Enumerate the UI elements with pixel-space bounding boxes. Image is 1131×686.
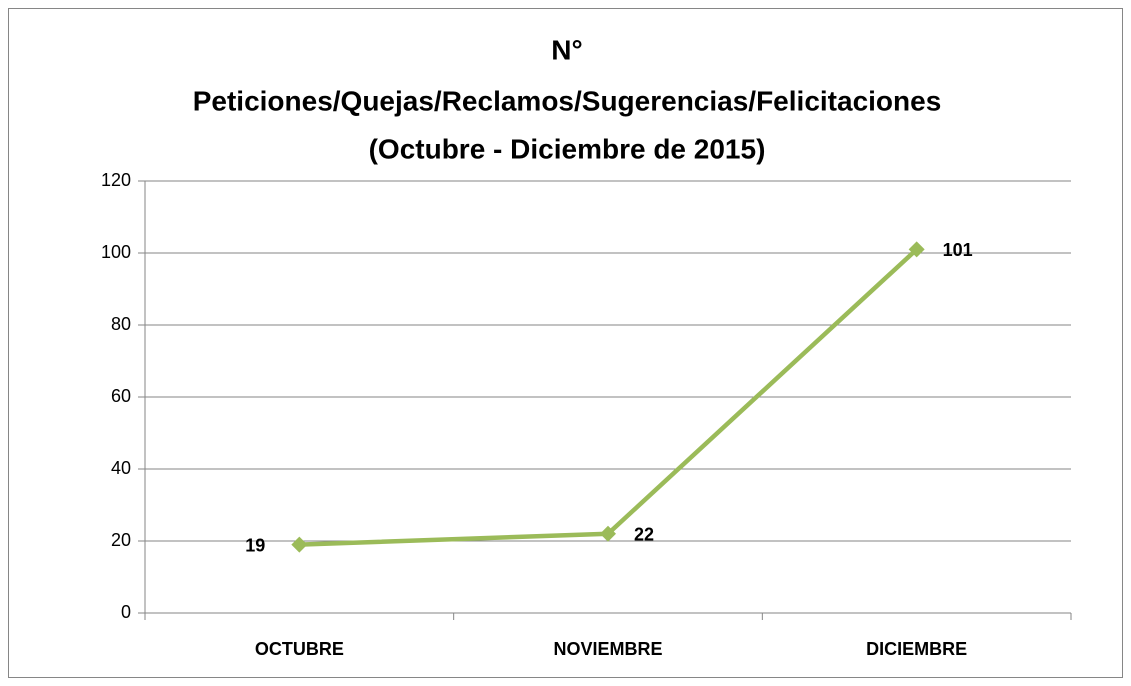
data-label: 19	[245, 535, 265, 555]
y-tick-label: 80	[111, 314, 131, 334]
data-marker	[600, 525, 616, 542]
data-label: 101	[943, 240, 973, 260]
x-tick-label: OCTUBRE	[255, 639, 344, 659]
y-tick-label: 120	[101, 170, 131, 190]
data-marker	[291, 536, 308, 553]
y-tick-label: 40	[111, 458, 131, 478]
chart-title: (Octubre - Diciembre de 2015)	[369, 133, 766, 164]
data-label: 22	[634, 525, 654, 545]
x-tick-label: DICIEMBRE	[866, 639, 967, 659]
data-marker	[908, 241, 925, 258]
chart-title: N°	[551, 34, 582, 65]
chart-frame	[8, 8, 1123, 678]
y-tick-label: 100	[101, 242, 131, 262]
y-tick-label: 20	[111, 530, 131, 550]
y-tick-label: 60	[111, 386, 131, 406]
y-tick-label: 0	[121, 602, 131, 622]
chart-title: Peticiones/Quejas/Reclamos/Sugerencias/F…	[193, 85, 942, 116]
x-tick-label: NOVIEMBRE	[553, 639, 662, 659]
